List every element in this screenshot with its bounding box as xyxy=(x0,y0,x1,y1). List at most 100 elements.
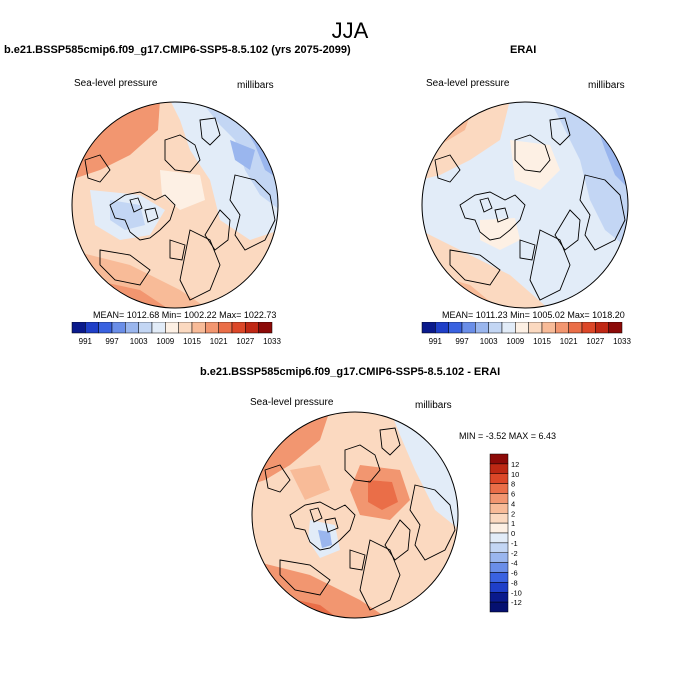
colorbar-swatch xyxy=(138,322,153,334)
colorbar-swatch xyxy=(489,582,509,593)
colorbar-tick-label: 4 xyxy=(511,499,515,508)
model-variable-label: Sea-level pressure xyxy=(74,78,158,89)
colorbar-swatch xyxy=(541,322,556,334)
obs-coastlines xyxy=(434,117,626,301)
colorbar-swatch xyxy=(595,322,609,334)
colorbar-swatch xyxy=(489,503,509,514)
colorbar-swatch xyxy=(528,322,543,334)
map-field-high-w xyxy=(290,465,330,500)
colorbar-swatch xyxy=(489,542,509,553)
colorbar-swatch xyxy=(245,322,259,334)
colorbar-swatch xyxy=(489,601,509,613)
colorbar-tick-label: 1015 xyxy=(183,337,201,346)
colorbar-tick-label: 1 xyxy=(511,519,515,528)
map-boundary-circle xyxy=(251,411,459,619)
colorbar-tick-label: 1033 xyxy=(263,337,281,346)
colorbar-swatch xyxy=(461,322,476,334)
colorbar-swatch xyxy=(258,322,273,334)
colorbar-tick-label: 997 xyxy=(455,337,469,346)
obs-variable-label: Sea-level pressure xyxy=(426,78,510,89)
colorbar-swatch xyxy=(421,322,436,334)
map-field-central-high-core xyxy=(368,480,398,510)
colorbar-swatch xyxy=(489,493,509,504)
colorbar-tick-label: 12 xyxy=(511,460,519,469)
colorbar-tick-label: 8 xyxy=(511,480,515,489)
colorbar-swatch xyxy=(178,322,193,334)
model-panel-title: b.e21.BSSP585cmip6.f09_g17.CMIP6-SSP5-8.… xyxy=(4,44,351,56)
colorbar-tick-label: 10 xyxy=(511,470,519,479)
model-stats: MEAN= 1012.68 Min= 1002.22 Max= 1022.73 xyxy=(93,310,277,320)
model-colorbar: 991 997 1003 1009 1015 1021 1027 1033 xyxy=(71,322,281,346)
colorbar-swatch xyxy=(475,322,489,334)
colorbar-swatch xyxy=(488,322,503,334)
colorbar-tick-label: 0 xyxy=(511,529,515,538)
diff-stats: MIN = -3.52 MAX = 6.43 xyxy=(459,431,557,441)
colorbar-swatch xyxy=(231,322,246,334)
map-field-center-high xyxy=(480,218,520,250)
obs-polar-map xyxy=(421,101,629,309)
map-boundary-circle xyxy=(71,101,279,309)
colorbar-swatch xyxy=(448,322,463,334)
colorbar-swatch xyxy=(489,453,509,465)
colorbar-tick-label: 991 xyxy=(79,337,93,346)
colorbar-swatch xyxy=(501,322,516,334)
colorbar-swatch xyxy=(111,322,126,334)
map-field-low-center-core xyxy=(318,530,332,548)
colorbar-swatch xyxy=(489,532,509,544)
colorbar-swatch xyxy=(489,572,509,583)
colorbar-tick-label: 2 xyxy=(511,509,515,518)
colorbar-tick-label: 1021 xyxy=(560,337,578,346)
diff-units-label: millibars xyxy=(415,400,452,411)
diff-panel-title: b.e21.BSSP585cmip6.f09_g17.CMIP6-SSP5-8.… xyxy=(200,366,501,378)
colorbar-tick-label: -8 xyxy=(511,578,518,587)
colorbar-swatch xyxy=(218,322,233,334)
colorbar-swatch xyxy=(85,322,99,334)
colorbar-tick-label: -4 xyxy=(511,559,518,568)
map-field-low-sw-core xyxy=(110,200,145,230)
model-polar-map xyxy=(71,101,279,309)
colorbar-tick-label: 1003 xyxy=(480,337,498,346)
colorbar-tick-label: 1027 xyxy=(236,337,254,346)
colorbar-swatch xyxy=(98,322,113,334)
colorbar-tick-label: -12 xyxy=(511,598,522,607)
colorbar-swatch xyxy=(489,562,509,573)
colorbar-swatch xyxy=(191,322,206,334)
colorbar-tick-label: 1021 xyxy=(210,337,228,346)
obs-panel-title: ERAI xyxy=(510,44,537,56)
colorbar-swatch xyxy=(205,322,219,334)
colorbar-swatch xyxy=(489,483,509,494)
obs-colorbar: 991 997 1003 1009 1015 1021 1027 1033 xyxy=(421,322,631,346)
obs-stats: MEAN= 1011.23 Min= 1005.02 Max= 1018.20 xyxy=(442,310,625,320)
map-field-low-ne-patch xyxy=(230,140,255,170)
colorbar-tick-label: 1033 xyxy=(613,337,631,346)
obs-units-label: millibars xyxy=(588,80,625,91)
colorbar-tick-label: 6 xyxy=(511,490,515,499)
colorbar-swatch xyxy=(489,552,509,563)
map-boundary-circle xyxy=(421,101,629,309)
colorbar-tick-label: -1 xyxy=(511,539,518,548)
colorbar-swatch xyxy=(125,322,139,334)
colorbar-swatch xyxy=(489,522,509,534)
colorbar-tick-label: 1003 xyxy=(130,337,148,346)
colorbar-swatch xyxy=(71,322,86,334)
colorbar-swatch xyxy=(165,322,179,334)
colorbar-swatch xyxy=(555,322,569,334)
diff-polar-map xyxy=(251,411,459,619)
colorbar-tick-label: 1027 xyxy=(586,337,604,346)
model-units-label: millibars xyxy=(237,80,274,91)
colorbar-tick-label: 1009 xyxy=(506,337,524,346)
colorbar-swatch xyxy=(435,322,449,334)
map-field-center xyxy=(160,170,205,210)
colorbar-swatch xyxy=(151,322,166,334)
colorbar-tick-label: -2 xyxy=(511,549,518,558)
colorbar-tick-label: 997 xyxy=(105,337,119,346)
colorbar-tick-label: -10 xyxy=(511,588,522,597)
colorbar-swatch xyxy=(489,513,509,524)
colorbar-swatch xyxy=(568,322,583,334)
colorbar-swatch xyxy=(608,322,623,334)
season-title: JJA xyxy=(331,18,369,43)
colorbar-swatch xyxy=(489,592,509,603)
colorbar-swatch xyxy=(489,473,509,484)
colorbar-tick-label: 991 xyxy=(429,337,443,346)
